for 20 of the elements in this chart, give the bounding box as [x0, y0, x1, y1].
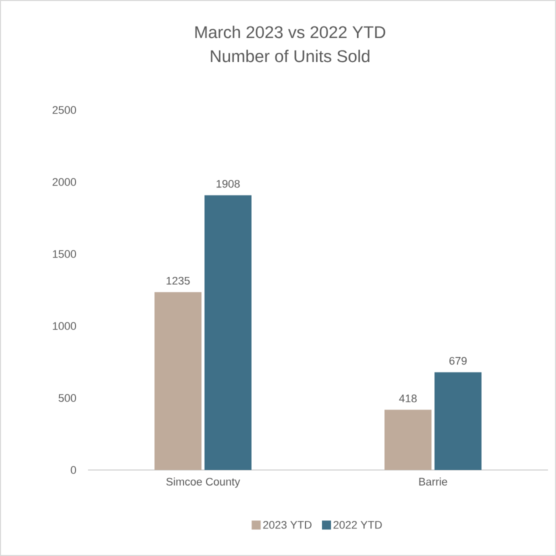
data-label: 1908 [216, 180, 240, 188]
y-tick-label: 2500 [52, 106, 76, 114]
x-tick-label: Simcoe County [166, 478, 240, 488]
bar [384, 410, 432, 470]
bar [434, 372, 482, 470]
legend-label: 2023 YTD [263, 520, 312, 529]
y-tick-label: 2000 [52, 178, 76, 186]
data-label: 679 [449, 356, 467, 365]
data-label: 1235 [166, 276, 190, 285]
x-tick-label: Barrie [419, 478, 448, 486]
data-label: 418 [399, 394, 417, 402]
y-tick-label: 0 [70, 466, 76, 474]
bar [204, 195, 252, 470]
y-tick-label: 1500 [52, 250, 76, 258]
chart-subtitle: Number of Units Sold [210, 50, 370, 62]
y-tick-label: 1000 [52, 322, 76, 330]
y-tick-label: 500 [58, 394, 76, 402]
chart-title: March 2023 vs 2022 YTD [195, 26, 386, 38]
legend-label: 2022 YTD [334, 520, 382, 529]
bar [154, 292, 202, 470]
